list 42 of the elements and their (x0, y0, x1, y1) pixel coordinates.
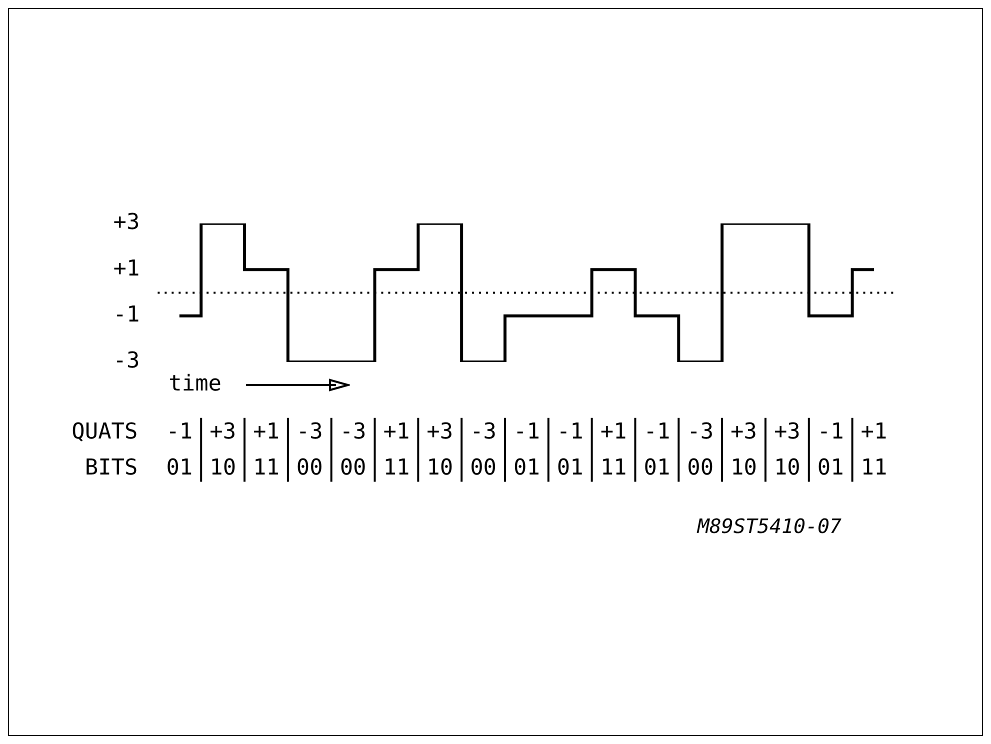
data-label: -1 (166, 420, 193, 445)
data-label: -1 (556, 420, 584, 445)
x-tick-label: 01 (513, 456, 540, 481)
y-tick-label: +3 (113, 210, 140, 236)
data-label: +1 (600, 420, 627, 445)
x-tick-label: 10 (210, 456, 236, 481)
x-tick-label: 00 (687, 456, 714, 481)
text: QUATS (72, 420, 138, 445)
x-tick-label: 10 (426, 456, 454, 481)
x-tick-label: 00 (340, 456, 366, 481)
text: M89ST5410-07 (696, 514, 842, 538)
y-tick-label: -1 (113, 302, 140, 328)
y-tick-label: +1 (113, 256, 140, 282)
x-tick-label: 10 (774, 456, 800, 481)
x-tick-label: 01 (817, 456, 844, 481)
x-tick-label: 11 (600, 456, 627, 481)
data-label: +3 (426, 420, 454, 445)
x-tick-label: 00 (470, 456, 497, 481)
x-tick-label: 11 (860, 456, 888, 481)
data-label: -3 (340, 420, 366, 445)
data-label: -3 (687, 420, 714, 445)
data-label: +3 (774, 420, 800, 445)
data-label: -1 (513, 420, 540, 445)
data-label: +1 (383, 420, 410, 445)
x-tick-label: 10 (730, 456, 757, 481)
text: time (168, 372, 222, 397)
x-tick-label: 00 (296, 456, 323, 481)
text: BITS (84, 455, 138, 480)
x-tick-label: 11 (253, 456, 280, 481)
data-label: +3 (210, 420, 236, 445)
data-label: -1 (817, 420, 844, 445)
data-label: -1 (644, 420, 670, 445)
x-tick-label: 01 (644, 456, 670, 481)
x-tick-label: 01 (166, 456, 193, 481)
data-label: -3 (296, 420, 323, 445)
data-label: -3 (470, 420, 497, 445)
y-tick-label: -3 (113, 348, 140, 374)
data-label: +3 (730, 420, 757, 445)
data-label: +1 (860, 420, 888, 445)
data-label: +1 (253, 420, 280, 445)
x-tick-label: 01 (556, 456, 584, 481)
x-tick-label: 11 (383, 456, 410, 481)
